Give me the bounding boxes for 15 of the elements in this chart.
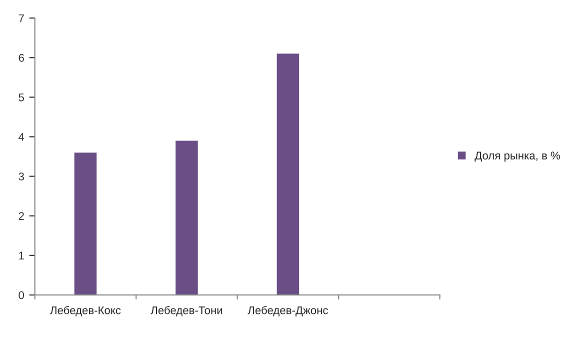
- y-tick-label: 6: [18, 54, 24, 62]
- x-tick-label: Лебедев-Кокс: [50, 306, 121, 316]
- x-tick-label: Лебедев-Тони: [150, 306, 222, 316]
- y-tick-label: 1: [19, 252, 24, 260]
- y-tick-label: 3: [18, 172, 24, 180]
- legend-label: Доля рынка, в %: [474, 152, 560, 162]
- y-tick-label: 0: [18, 291, 24, 300]
- bar: [74, 152, 97, 295]
- y-tick-label: 2: [18, 212, 24, 220]
- y-tick-label: 4: [18, 133, 24, 141]
- bar: [176, 140, 198, 295]
- y-tick-label: 7: [18, 14, 24, 22]
- bar: [276, 54, 300, 295]
- x-tick-label: Лебедев-Джонс: [248, 306, 328, 316]
- y-tick-label: 5: [18, 94, 24, 102]
